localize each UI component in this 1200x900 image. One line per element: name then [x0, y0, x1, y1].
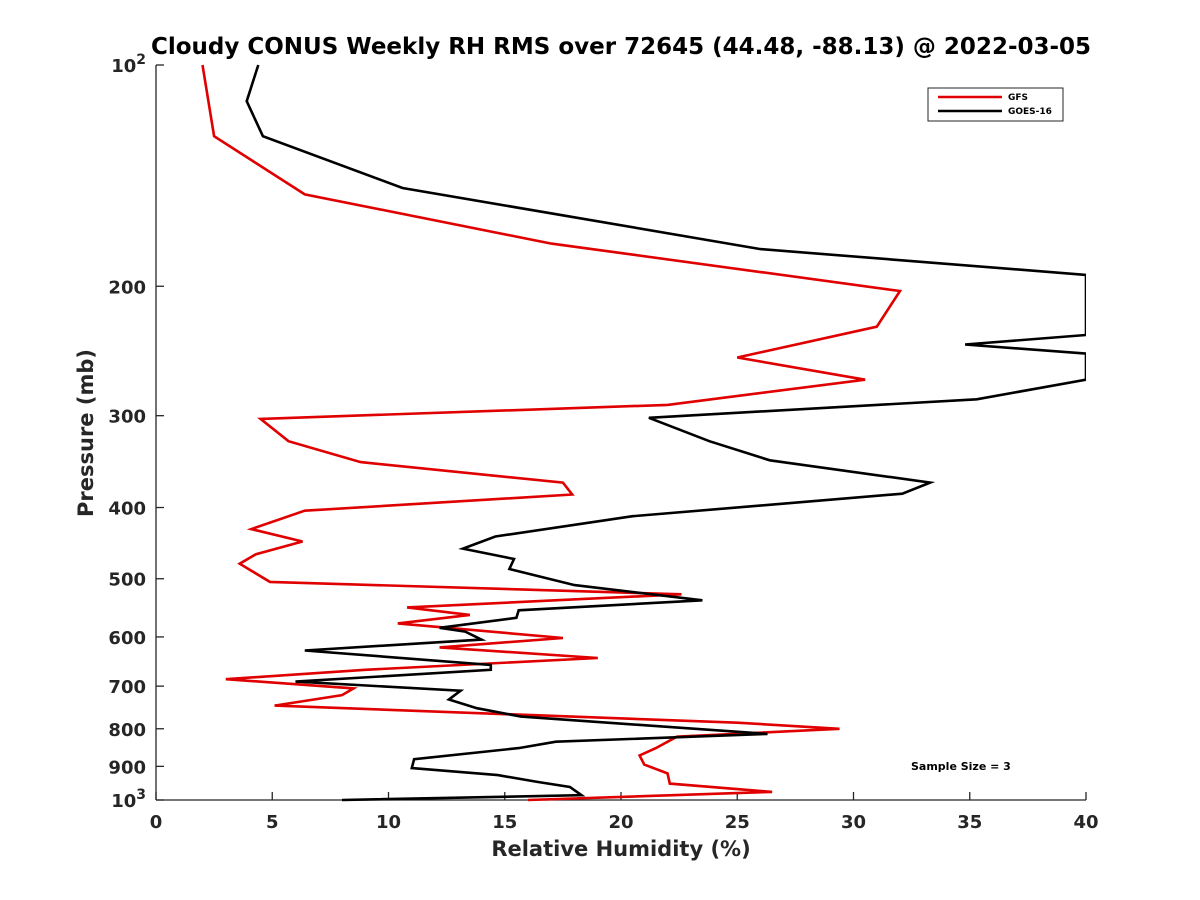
- chart-title: Cloudy CONUS Weekly RH RMS over 72645 (4…: [151, 34, 1091, 60]
- y-tick-base: 10: [111, 56, 136, 77]
- y-tick-label: 102: [111, 52, 146, 77]
- x-tick-label: 40: [1073, 812, 1098, 833]
- legend-box: [927, 87, 1064, 122]
- y-tick-label: 900: [108, 757, 146, 778]
- y-tick-base: 10: [111, 791, 136, 812]
- y-tick-label: 400: [108, 499, 146, 520]
- x-tick-label: 35: [957, 812, 982, 833]
- y-tick-exponent: 2: [136, 52, 146, 68]
- x-tick-label: 0: [150, 812, 163, 833]
- x-ticks: 0 5 10 15 20 25 30 35 40: [150, 792, 1099, 833]
- y-tick-label: 600: [108, 628, 146, 649]
- y-tick-label: 500: [108, 570, 146, 591]
- x-tick-label: 15: [492, 812, 517, 833]
- legend-label-goes16: GOES-16: [1008, 107, 1052, 117]
- x-tick-label: 20: [608, 812, 633, 833]
- legend: GFS GOES-16: [927, 87, 1064, 122]
- series-lines: [201, 64, 1086, 802]
- sample-size-annotation: Sample Size = 3: [911, 760, 1011, 773]
- x-axis-label: Relative Humidity (%): [491, 837, 750, 861]
- y-tick-label: 103: [111, 787, 146, 812]
- x-tick-label: 25: [725, 812, 750, 833]
- legend-label-gfs: GFS: [1008, 93, 1028, 103]
- y-tick-label: 700: [108, 677, 146, 698]
- x-tick-label: 10: [376, 812, 401, 833]
- y-axis-label: Pressure (mb): [74, 349, 98, 517]
- x-tick-label: 30: [841, 812, 866, 833]
- y-tick-label: 200: [108, 277, 146, 298]
- series-line-goes16: [245, 64, 1086, 802]
- x-tick-label: 5: [266, 812, 279, 833]
- y-tick-label: 300: [108, 407, 146, 428]
- y-tick-exponent: 3: [136, 787, 146, 803]
- y-tick-label: 800: [108, 720, 146, 741]
- plot-area: 0 5 10 15 20 25 30 35 40 10220030040050060070080…: [108, 52, 1098, 833]
